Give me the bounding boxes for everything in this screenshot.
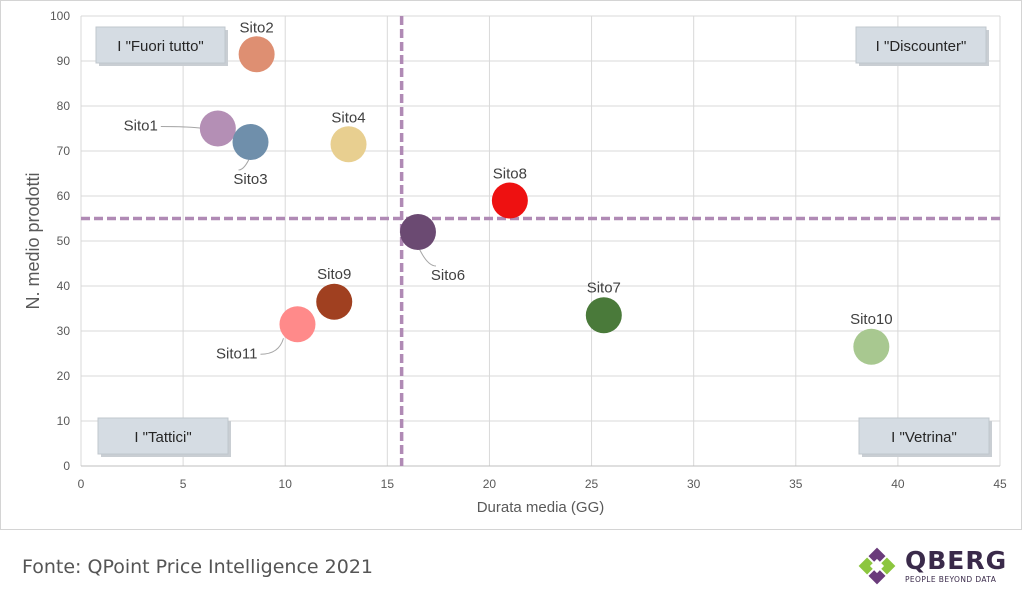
y-tick-label: 100 bbox=[50, 9, 70, 23]
y-axis-title: N. medio prodotti bbox=[23, 172, 43, 309]
data-point-sito11 bbox=[279, 306, 316, 343]
data-point-sito10 bbox=[853, 328, 890, 365]
data-label-sito8: Sito8 bbox=[493, 166, 527, 183]
y-tick-label: 40 bbox=[57, 279, 71, 293]
x-tick-label: 40 bbox=[891, 477, 905, 491]
data-point-sito4 bbox=[330, 126, 367, 163]
data-label-sito6: Sito6 bbox=[431, 267, 465, 284]
x-axis-title: Durata media (GG) bbox=[477, 499, 605, 516]
data-label-sito9: Sito9 bbox=[317, 266, 351, 283]
data-label-sito10: Sito10 bbox=[850, 311, 893, 328]
data-label-sito11: Sito11 bbox=[216, 345, 257, 362]
y-tick-label: 80 bbox=[57, 99, 71, 113]
x-tick-label: 35 bbox=[789, 477, 803, 491]
y-tick-label: 20 bbox=[57, 369, 71, 383]
data-point-sito9 bbox=[316, 283, 353, 320]
qberg-logo-icon bbox=[858, 547, 896, 585]
data-point-sito8 bbox=[491, 182, 528, 219]
quadrant-box-top-right bbox=[855, 26, 987, 64]
y-tick-label: 0 bbox=[63, 459, 70, 473]
data-point-sito2 bbox=[238, 36, 275, 73]
x-tick-label: 30 bbox=[687, 477, 701, 491]
x-tick-label: 20 bbox=[483, 477, 497, 491]
source-caption: Fonte: QPoint Price Intelligence 2021 bbox=[22, 556, 373, 578]
quadrant-label-bottom-right: I "Vetrina" bbox=[891, 429, 957, 446]
y-tick-label: 50 bbox=[57, 234, 71, 248]
quadrant-box-bottom-right bbox=[858, 417, 990, 455]
y-tick-label: 90 bbox=[57, 54, 71, 68]
x-tick-label: 5 bbox=[180, 477, 187, 491]
qberg-logo: QBERG PEOPLE BEYOND DATA bbox=[855, 544, 1015, 588]
scatter-chart: 0 10 20 30 40 50 60 70 80 90 100 0 5 10 15 20 25 30 35 40 45… bbox=[23, 9, 1007, 516]
data-label-sito3: Sito3 bbox=[233, 171, 267, 188]
quadrant-label-top-right: I "Discounter" bbox=[876, 38, 967, 55]
x-tick-label: 15 bbox=[381, 477, 395, 491]
label-leader-line bbox=[160, 126, 204, 129]
y-tick-label: 70 bbox=[57, 144, 71, 158]
quadrant-label-bottom-left: I "Tattici" bbox=[134, 429, 191, 446]
label-leader-line bbox=[260, 338, 284, 355]
data-label-sito2: Sito2 bbox=[240, 19, 274, 36]
data-point-sito3 bbox=[232, 124, 269, 160]
data-point-sito6 bbox=[399, 214, 436, 250]
quadrant-box-bottom-left bbox=[97, 417, 229, 455]
data-label-sito1: Sito1 bbox=[124, 118, 158, 135]
x-tick-label: 10 bbox=[279, 477, 293, 491]
x-tick-label: 25 bbox=[585, 477, 599, 491]
data-point-sito1 bbox=[199, 110, 236, 147]
logo-tagline: PEOPLE BEYOND DATA bbox=[905, 575, 997, 584]
logo-wordmark: QBERG bbox=[905, 546, 1008, 575]
x-tick-label: 45 bbox=[993, 477, 1007, 491]
data-point-sito7 bbox=[585, 297, 622, 334]
y-tick-label: 30 bbox=[57, 324, 71, 338]
y-tick-label: 60 bbox=[57, 189, 71, 203]
data-label-sito7: Sito7 bbox=[587, 279, 621, 296]
quadrant-label-top-left: I "Fuori tutto" bbox=[117, 38, 204, 55]
chart-frame: 0 10 20 30 40 50 60 70 80 90 100 0 5 10 15 20 25 30 35 40 45… bbox=[0, 0, 1022, 530]
data-label-sito4: Sito4 bbox=[331, 109, 365, 126]
quadrant-box-top-left bbox=[95, 26, 226, 64]
x-tick-label: 0 bbox=[78, 477, 85, 491]
y-tick-label: 10 bbox=[57, 414, 71, 428]
